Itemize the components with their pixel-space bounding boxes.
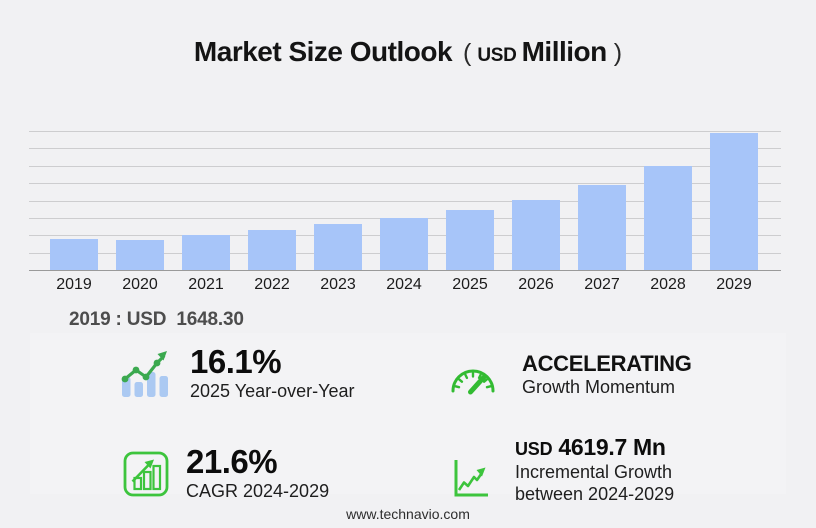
stat-growth-momentum: ACCELERATING Growth Momentum <box>448 351 692 405</box>
x-axis-label-2024: 2024 <box>386 276 422 293</box>
x-axis-line <box>29 270 781 271</box>
stat-cagr: 21.6% CAGR 2024-2029 <box>122 444 329 503</box>
bar-2019 <box>50 239 98 270</box>
momentum-label: Growth Momentum <box>522 377 676 397</box>
market-size-bar-chart: 2019 2020 2021 2022 2023 2024 2025 2026 2027 2028… <box>29 131 781 293</box>
x-axis-label-2028: 2028 <box>650 276 686 293</box>
yoy-label: 2025 Year-over-Year <box>190 381 355 401</box>
gridline <box>29 131 781 132</box>
incremental-label-line2: between 2024-2029 <box>515 484 675 504</box>
bar-chart-trend-icon <box>118 347 172 406</box>
gridline <box>29 148 781 150</box>
x-axis-label-2029: 2029 <box>716 276 752 293</box>
gridline <box>29 183 781 185</box>
title-open-paren: ( <box>463 39 472 67</box>
title-close-paren: ) <box>613 39 623 67</box>
x-axis-label-2026: 2026 <box>518 276 554 293</box>
bar-2028 <box>644 166 692 270</box>
bar-2026 <box>512 199 560 270</box>
yoy-value: 16.1% <box>190 343 282 380</box>
incremental-value: 4619.7 Mn <box>558 434 666 460</box>
x-axis-label-2022: 2022 <box>254 276 290 293</box>
bar-2021 <box>182 235 230 270</box>
bar-2029 <box>710 132 758 270</box>
x-axis-label-2027: 2027 <box>584 276 620 293</box>
bar-2020 <box>116 240 164 270</box>
bar-2023 <box>314 224 362 270</box>
x-axis-label-2021: 2021 <box>188 276 224 293</box>
gridline <box>29 165 781 167</box>
speedometer-icon <box>448 356 496 405</box>
bar-2025 <box>446 209 494 270</box>
cagr-label: CAGR 2024-2029 <box>186 481 330 501</box>
bar-2024 <box>380 218 428 270</box>
bar-2027 <box>578 185 626 270</box>
incremental-value-line: USD 4619.7 Mn <box>515 434 674 461</box>
incremental-label-line1: Incremental Growth <box>515 462 673 482</box>
base-year-value-annotation: 2019 : USD 1648.30 <box>69 309 244 330</box>
title-unit-usd: USD <box>477 45 517 66</box>
growth-bars-box-icon <box>122 450 170 503</box>
page-title: Market Size Outlook ( USD Million ) <box>0 36 816 68</box>
incremental-value-prefix: USD <box>515 439 553 459</box>
stat-incremental-growth: USD 4619.7 Mn Incremental Growth between… <box>449 434 674 505</box>
x-axis-label-2023: 2023 <box>320 276 356 293</box>
stat-year-over-year: 16.1% 2025 Year-over-Year <box>118 344 354 406</box>
bar-2022 <box>248 229 296 270</box>
momentum-value: ACCELERATING <box>522 351 692 376</box>
cagr-value: 21.6% <box>186 443 278 480</box>
x-axis-label-2025: 2025 <box>452 276 488 293</box>
gridline <box>29 200 781 202</box>
title-unit-million: Million <box>521 36 608 67</box>
title-text: Market Size Outlook <box>193 36 453 67</box>
x-axis-label-2020: 2020 <box>122 276 158 293</box>
website-url: www.technavio.com <box>346 506 470 522</box>
x-axis-label-2019: 2019 <box>56 276 92 293</box>
rising-line-axes-icon <box>449 456 489 505</box>
